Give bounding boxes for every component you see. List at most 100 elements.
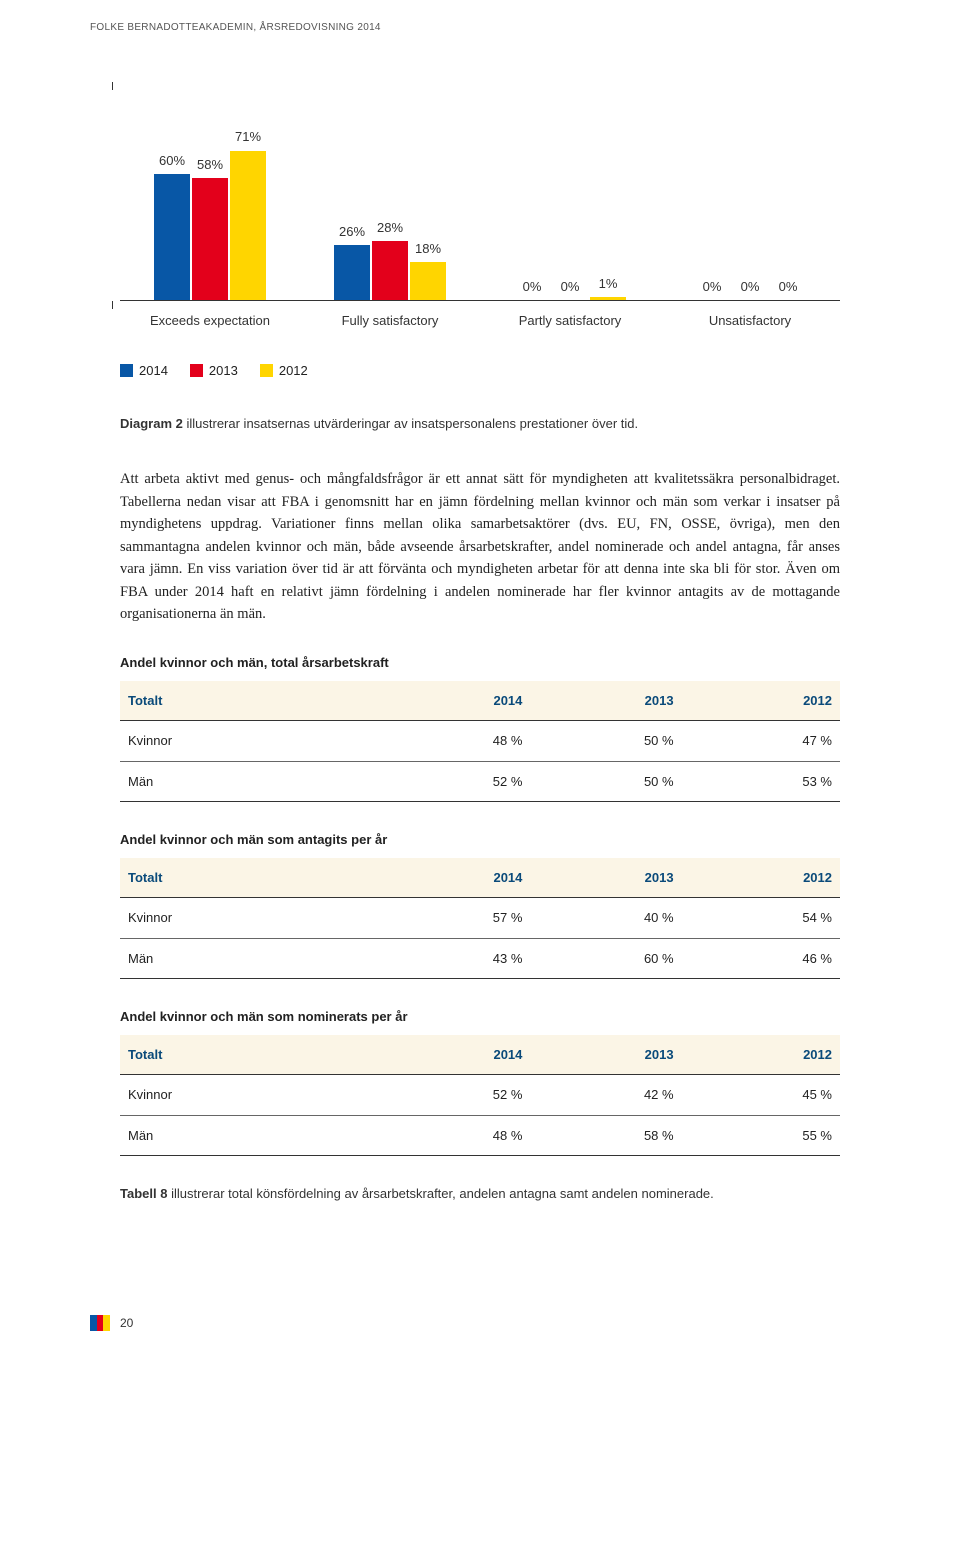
bar: 0% — [732, 277, 768, 301]
legend-swatch — [190, 364, 203, 377]
bar: 71% — [230, 127, 266, 300]
bar-value-label: 0% — [561, 277, 580, 297]
bar-rect — [410, 262, 446, 300]
bar: 0% — [770, 277, 806, 301]
legend-swatch — [260, 364, 273, 377]
table-cell: Män — [120, 938, 379, 979]
table-header-cell: 2012 — [682, 1035, 840, 1075]
table-cell: 47 % — [682, 721, 840, 762]
legend-item: 2014 — [120, 361, 168, 381]
bar-rect — [192, 178, 228, 300]
legend-item: 2012 — [260, 361, 308, 381]
table-header-cell: Totalt — [120, 858, 379, 898]
bar-group: 26% 28% 18% — [310, 218, 470, 300]
bar: 0% — [514, 277, 550, 301]
bar: 28% — [372, 218, 408, 300]
chart-tick — [112, 301, 113, 309]
chart-tick — [112, 82, 113, 90]
bar-value-label: 0% — [741, 277, 760, 297]
table-cell: 40 % — [530, 898, 681, 939]
bar-group: 0% 0% 0% — [670, 277, 830, 301]
page-header: FOLKE BERNADOTTEAKADEMIN, ÅRSREDOVISNING… — [90, 20, 870, 35]
table-cell: 60 % — [530, 938, 681, 979]
bar-value-label: 0% — [703, 277, 722, 297]
table-cell: 48 % — [379, 1115, 530, 1156]
caption-text: illustrerar insatsernas utvärderingar av… — [183, 416, 638, 431]
table-row: Kvinnor57 %40 %54 % — [120, 898, 840, 939]
page-number: 20 — [120, 1314, 133, 1332]
table-row: Kvinnor52 %42 %45 % — [120, 1075, 840, 1116]
table-cell: 48 % — [379, 721, 530, 762]
bar-value-label: 1% — [599, 274, 618, 294]
bar-rect — [230, 151, 266, 300]
x-axis-label: Partly satisfactory — [490, 311, 650, 331]
flag-stripe — [97, 1315, 104, 1331]
bar-value-label: 28% — [377, 218, 403, 238]
bar-value-label: 0% — [779, 277, 798, 297]
body-paragraph: Att arbeta aktivt med genus- och mångfal… — [120, 468, 840, 625]
table-cell: 52 % — [379, 761, 530, 802]
table-header-cell: 2013 — [530, 858, 681, 898]
caption-lead: Tabell 8 — [120, 1186, 167, 1201]
table-header-cell: 2014 — [379, 681, 530, 721]
table-caption: Tabell 8 illustrerar total könsfördelnin… — [120, 1184, 840, 1204]
table-cell: Kvinnor — [120, 1075, 379, 1116]
bar-rect — [372, 241, 408, 300]
caption-lead: Diagram 2 — [120, 416, 183, 431]
bar-value-label: 18% — [415, 239, 441, 259]
bar-value-label: 60% — [159, 151, 185, 171]
table-cell: Kvinnor — [120, 898, 379, 939]
table-header-cell: Totalt — [120, 1035, 379, 1075]
table-cell: Kvinnor — [120, 721, 379, 762]
table-cell: 58 % — [530, 1115, 681, 1156]
bar: 0% — [694, 277, 730, 301]
legend-label: 2012 — [279, 363, 308, 378]
bar-group: 0% 0% 1% — [490, 274, 650, 301]
table-header-cell: 2014 — [379, 1035, 530, 1075]
bar: 18% — [410, 239, 446, 300]
table-title: Andel kvinnor och män, total årsarbetskr… — [120, 653, 840, 673]
table-cell: 50 % — [530, 761, 681, 802]
table-header-cell: 2013 — [530, 1035, 681, 1075]
bar: 58% — [192, 155, 228, 300]
table-cell: 50 % — [530, 721, 681, 762]
data-table: Andel kvinnor och män som nominerats per… — [120, 1007, 840, 1156]
table-row: Män48 %58 %55 % — [120, 1115, 840, 1156]
legend-label: 2014 — [139, 363, 168, 378]
table-cell: 55 % — [682, 1115, 840, 1156]
table-header-cell: 2013 — [530, 681, 681, 721]
bar-rect — [334, 245, 370, 300]
x-axis-label: Exceeds expectation — [130, 311, 290, 331]
table-cell: Män — [120, 1115, 379, 1156]
bar-group: 60% 58% 71% — [130, 127, 290, 300]
page-footer: 20 — [90, 1314, 870, 1332]
table-cell: 46 % — [682, 938, 840, 979]
bar-chart: 60% 58% 71% 26% 28% 18% 0% 0% 1% 0% 0% 0% Exceeds e… — [120, 90, 840, 331]
caption-text: illustrerar total könsfördelning av årsa… — [167, 1186, 713, 1201]
table-title: Andel kvinnor och män som nominerats per… — [120, 1007, 840, 1027]
table-title: Andel kvinnor och män som antagits per å… — [120, 830, 840, 850]
table-cell: 42 % — [530, 1075, 681, 1116]
legend-label: 2013 — [209, 363, 238, 378]
table-cell: 53 % — [682, 761, 840, 802]
table-cell: 43 % — [379, 938, 530, 979]
bar-value-label: 71% — [235, 127, 261, 147]
table-cell: 45 % — [682, 1075, 840, 1116]
bar-value-label: 26% — [339, 222, 365, 242]
legend-swatch — [120, 364, 133, 377]
bar: 1% — [590, 274, 626, 301]
table-header-cell: 2014 — [379, 858, 530, 898]
table-cell: 54 % — [682, 898, 840, 939]
table-row: Män43 %60 %46 % — [120, 938, 840, 979]
bar: 60% — [154, 151, 190, 301]
bar: 0% — [552, 277, 588, 301]
table-header-cell: Totalt — [120, 681, 379, 721]
flag-stripe — [103, 1315, 110, 1331]
data-table: Andel kvinnor och män, total årsarbetskr… — [120, 653, 840, 802]
diagram-caption: Diagram 2 illustrerar insatsernas utvärd… — [120, 415, 840, 433]
x-axis-label: Unsatisfactory — [670, 311, 830, 331]
table-row: Kvinnor48 %50 %47 % — [120, 721, 840, 762]
legend-item: 2013 — [190, 361, 238, 381]
bar-rect — [154, 174, 190, 300]
table-header-cell: 2012 — [682, 681, 840, 721]
